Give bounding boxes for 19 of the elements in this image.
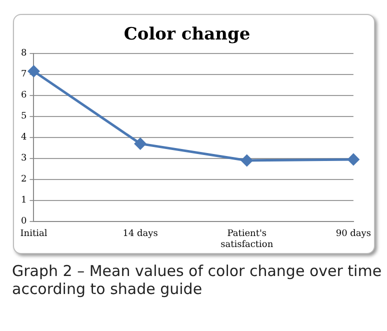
y-tick-label: 5 xyxy=(20,112,27,122)
point xyxy=(348,154,360,166)
y-tick-label: 8 xyxy=(20,48,27,59)
y-tick-label: 7 xyxy=(20,70,27,80)
x-tick-label: Initial xyxy=(20,229,48,240)
y-tick-label: 3 xyxy=(20,154,27,164)
y-tick-label: 1 xyxy=(20,196,27,206)
point xyxy=(28,66,40,77)
y-tick-label: 2 xyxy=(20,174,27,185)
point xyxy=(241,154,253,166)
y-tick-label: 6 xyxy=(20,90,27,101)
x-tick-label: 90 days xyxy=(336,229,372,240)
y-tick-label: 0 xyxy=(20,216,27,227)
chart-title: Color change xyxy=(124,24,250,45)
caption: Graph 2 – Mean values of color change over time according to shade guide xyxy=(12,262,383,298)
point xyxy=(134,138,146,150)
x-tick-label: Patient's satisfaction xyxy=(220,229,274,250)
y-tick-label: 4 xyxy=(20,132,27,143)
x-tick-label: 14 days xyxy=(122,229,158,240)
